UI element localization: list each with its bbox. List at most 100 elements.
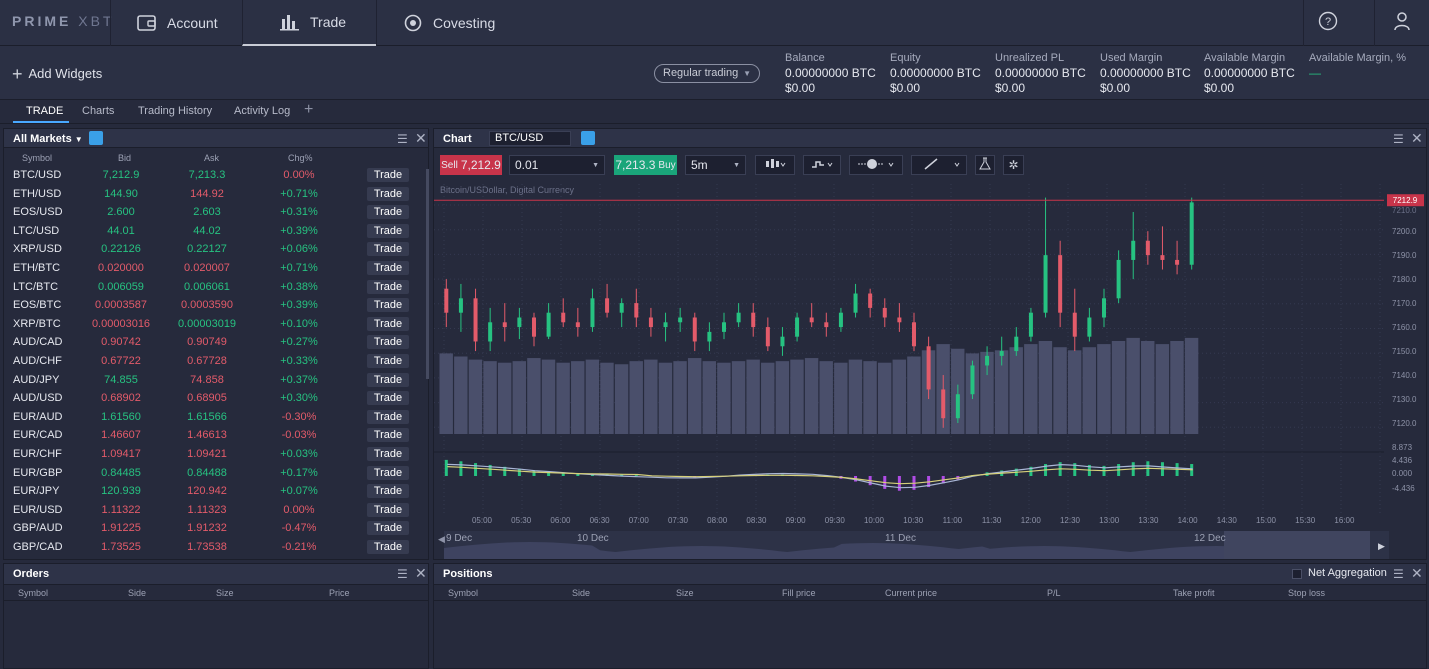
trade-button[interactable]: Trade bbox=[367, 447, 409, 461]
net-aggregation-checkbox[interactable] bbox=[1292, 569, 1302, 579]
market-row[interactable]: EOS/USD 2.600 2.603 +0.31% Trade bbox=[4, 203, 428, 222]
link-icon[interactable] bbox=[89, 131, 103, 145]
trade-button[interactable]: Trade bbox=[367, 409, 409, 424]
buy-button[interactable]: 7,213.3 Buy bbox=[614, 155, 677, 175]
trade-button[interactable]: Trade bbox=[367, 298, 409, 313]
trade-button[interactable]: Trade bbox=[367, 502, 409, 517]
link-icon[interactable] bbox=[581, 131, 595, 145]
market-row[interactable]: AUD/CAD 0.90742 0.90749 +0.27% Trade bbox=[4, 333, 428, 352]
trade-button[interactable]: Trade bbox=[367, 465, 409, 480]
add-widgets-button[interactable]: + Add Widgets bbox=[12, 63, 103, 84]
col-bid[interactable]: Bid bbox=[118, 153, 132, 163]
clock-button[interactable] bbox=[849, 155, 903, 175]
trade-button[interactable]: Trade bbox=[367, 279, 409, 294]
add-tab-button[interactable]: + bbox=[304, 101, 314, 118]
trade-button[interactable]: Trade bbox=[367, 205, 409, 220]
scrollbar[interactable] bbox=[426, 169, 429, 379]
trade-button[interactable]: Trade bbox=[367, 428, 409, 443]
market-row[interactable]: EOS/BTC 0.0003587 0.0003590 +0.39% Trade bbox=[4, 296, 428, 315]
col-stop-loss[interactable]: Stop loss bbox=[1288, 588, 1326, 598]
nav-account[interactable]: Account bbox=[110, 0, 242, 46]
volume-bar bbox=[1170, 341, 1184, 434]
settings-button[interactable]: ✲ bbox=[1003, 155, 1024, 175]
col-current-price[interactable]: Current price bbox=[885, 588, 938, 598]
symbol-input[interactable]: BTC/USD bbox=[489, 131, 571, 146]
close-icon[interactable]: ✕ bbox=[1411, 565, 1423, 581]
col-side[interactable]: Side bbox=[128, 588, 147, 598]
market-row[interactable]: LTC/USD 44.01 44.02 +0.39% Trade bbox=[4, 222, 428, 241]
sell-button[interactable]: Sell 7,212.9 bbox=[440, 155, 502, 175]
col-symbol[interactable]: Symbol bbox=[22, 153, 53, 163]
indicators-button[interactable] bbox=[803, 155, 841, 175]
studies-button[interactable] bbox=[975, 155, 995, 175]
close-icon[interactable]: ✕ bbox=[1411, 130, 1423, 146]
market-row[interactable]: EUR/GBP 0.84485 0.84488 +0.17% Trade bbox=[4, 464, 428, 483]
trade-button[interactable]: Trade bbox=[367, 335, 409, 350]
market-row[interactable]: AUD/CHF 0.67722 0.67728 +0.33% Trade bbox=[4, 352, 428, 371]
market-row[interactable]: GBP/AUD 1.91225 1.91232 -0.47% Trade bbox=[4, 519, 428, 538]
drawing-tools-button[interactable] bbox=[911, 155, 967, 175]
market-row[interactable]: XRP/USD 0.22126 0.22127 +0.06% Trade bbox=[4, 240, 428, 259]
price-axis-label: 7200.0 bbox=[1392, 227, 1417, 236]
trade-button[interactable]: Trade bbox=[367, 521, 409, 536]
market-row[interactable]: EUR/USD 1.11322 1.11323 0.00% Trade bbox=[4, 501, 428, 520]
market-row[interactable]: EUR/CAD 1.46607 1.46613 -0.03% Trade bbox=[4, 426, 428, 445]
trade-button[interactable]: Trade bbox=[367, 186, 409, 201]
col-take-profit[interactable]: Take profit bbox=[1173, 588, 1215, 598]
nav-covesting[interactable]: Covesting bbox=[376, 0, 510, 46]
market-row[interactable]: AUD/JPY 74.855 74.858 +0.37% Trade bbox=[4, 371, 428, 390]
menu-icon[interactable]: ☰ bbox=[397, 567, 408, 581]
col-pl[interactable]: P/L bbox=[1047, 588, 1061, 598]
trade-button[interactable]: Trade bbox=[367, 223, 409, 238]
market-row[interactable]: EUR/AUD 1.61560 1.61566 -0.30% Trade bbox=[4, 408, 428, 427]
market-row[interactable]: GBP/CAD 1.73525 1.73538 -0.21% Trade bbox=[4, 538, 428, 557]
col-fill-price[interactable]: Fill price bbox=[782, 588, 816, 598]
trade-button[interactable]: Trade bbox=[367, 372, 409, 387]
tab-trade[interactable]: TRADE bbox=[26, 105, 64, 117]
menu-icon[interactable]: ☰ bbox=[397, 132, 408, 146]
trade-button[interactable]: Trade bbox=[367, 168, 409, 182]
market-row[interactable]: ETH/USD 144.90 144.92 +0.71% Trade bbox=[4, 185, 428, 204]
market-row[interactable]: EUR/CHF 1.09417 1.09421 +0.03% Trade bbox=[4, 445, 428, 464]
help-button[interactable]: ? bbox=[1303, 0, 1351, 46]
nav-trade[interactable]: Trade bbox=[242, 0, 376, 46]
quantity-select[interactable]: 0.01 ▼ bbox=[509, 155, 605, 175]
trade-button[interactable]: Trade bbox=[367, 261, 409, 275]
tab-activity-log[interactable]: Activity Log bbox=[234, 105, 291, 117]
col-side[interactable]: Side bbox=[572, 588, 591, 598]
col-size[interactable]: Size bbox=[676, 588, 694, 598]
profile-button[interactable] bbox=[1374, 0, 1429, 46]
chart-type-button[interactable] bbox=[755, 155, 795, 175]
market-row[interactable]: AUD/USD 0.68902 0.68905 +0.30% Trade bbox=[4, 389, 428, 408]
tab-trading-history[interactable]: Trading History bbox=[138, 105, 213, 117]
trade-button[interactable]: Trade bbox=[367, 354, 409, 368]
col-price[interactable]: Price bbox=[329, 588, 350, 598]
col-ask[interactable]: Ask bbox=[204, 153, 220, 163]
close-icon[interactable]: ✕ bbox=[415, 565, 427, 581]
markets-filter-dropdown[interactable]: All Markets ▼ bbox=[13, 133, 83, 145]
tab-charts[interactable]: Charts bbox=[82, 105, 115, 117]
trading-mode-select[interactable]: Regular trading ▼ bbox=[654, 64, 760, 83]
market-row[interactable]: LTC/BTC 0.006059 0.006061 +0.38% Trade bbox=[4, 278, 428, 297]
interval-select[interactable]: 5m ▼ bbox=[685, 155, 746, 175]
menu-icon[interactable]: ☰ bbox=[1393, 132, 1404, 146]
col-symbol[interactable]: Symbol bbox=[18, 588, 49, 598]
close-icon[interactable]: ✕ bbox=[415, 130, 427, 146]
trade-button[interactable]: Trade bbox=[367, 316, 409, 331]
market-row[interactable]: ETH/BTC 0.020000 0.020007 +0.71% Trade bbox=[4, 259, 428, 278]
trade-button[interactable]: Trade bbox=[367, 540, 409, 554]
menu-icon[interactable]: ☰ bbox=[1393, 567, 1404, 581]
market-change: +0.03% bbox=[280, 448, 318, 460]
trade-button[interactable]: Trade bbox=[367, 391, 409, 406]
market-row[interactable]: EUR/JPY 120.939 120.942 +0.07% Trade bbox=[4, 482, 428, 501]
trade-button[interactable]: Trade bbox=[367, 484, 409, 499]
col-symbol[interactable]: Symbol bbox=[448, 588, 479, 598]
col-chg[interactable]: Chg% bbox=[288, 153, 313, 163]
volume-bar bbox=[1126, 337, 1140, 434]
trade-button[interactable]: Trade bbox=[367, 242, 409, 257]
market-row[interactable]: BTC/USD 7,212.9 7,213.3 0.00% Trade bbox=[4, 166, 428, 185]
col-size[interactable]: Size bbox=[216, 588, 234, 598]
price-axis-label: 7190.0 bbox=[1392, 251, 1417, 260]
market-row[interactable]: XRP/BTC 0.00003016 0.00003019 +0.10% Trade bbox=[4, 315, 428, 334]
